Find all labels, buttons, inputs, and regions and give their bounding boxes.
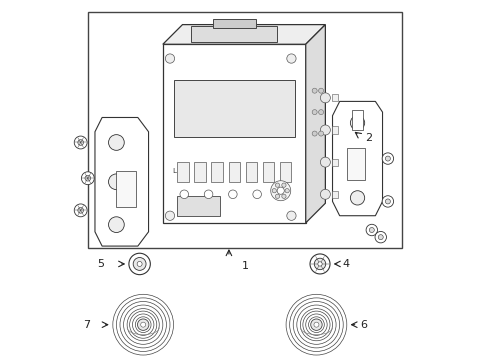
Circle shape [382, 153, 393, 164]
Circle shape [312, 88, 317, 93]
Text: 3: 3 [123, 184, 130, 194]
Circle shape [133, 257, 146, 270]
Bar [192, 26, 277, 42]
Bar [194, 162, 206, 182]
Circle shape [314, 258, 326, 270]
Circle shape [282, 194, 286, 198]
Polygon shape [95, 117, 148, 246]
Bar [213, 19, 256, 28]
Polygon shape [333, 102, 383, 216]
Circle shape [228, 190, 237, 199]
Circle shape [253, 190, 262, 199]
Bar [211, 162, 223, 182]
Circle shape [318, 131, 323, 136]
Text: 4: 4 [342, 259, 349, 269]
Circle shape [74, 136, 87, 149]
Bar [280, 162, 292, 182]
Circle shape [109, 217, 124, 233]
Circle shape [180, 190, 189, 199]
Circle shape [277, 190, 286, 199]
Bar [352, 111, 363, 130]
Circle shape [386, 199, 391, 204]
Circle shape [312, 110, 317, 114]
Text: 7: 7 [84, 320, 91, 330]
Bar [228, 162, 240, 182]
Text: 2: 2 [365, 133, 372, 143]
Bar [332, 191, 338, 198]
Circle shape [318, 110, 323, 114]
Circle shape [366, 224, 377, 236]
Bar [332, 158, 338, 166]
Bar [177, 162, 189, 182]
Circle shape [109, 135, 124, 150]
Bar [263, 162, 274, 182]
Circle shape [350, 191, 365, 205]
Circle shape [311, 319, 322, 330]
Circle shape [165, 211, 174, 220]
Circle shape [78, 140, 83, 145]
Circle shape [78, 207, 83, 213]
Circle shape [386, 156, 391, 161]
Bar [332, 126, 338, 134]
Circle shape [277, 187, 284, 194]
Circle shape [310, 254, 330, 274]
Bar [163, 44, 306, 223]
Circle shape [275, 194, 280, 198]
Circle shape [74, 204, 87, 217]
Circle shape [272, 189, 276, 193]
Text: 1: 1 [242, 261, 248, 271]
Circle shape [312, 131, 317, 136]
Circle shape [270, 181, 291, 201]
Bar [332, 94, 338, 102]
Circle shape [318, 88, 323, 93]
Circle shape [318, 262, 322, 266]
Circle shape [109, 174, 124, 190]
Circle shape [320, 93, 330, 103]
Bar [173, 80, 295, 137]
Bar [117, 171, 136, 207]
Circle shape [141, 322, 146, 327]
Circle shape [287, 54, 296, 63]
Circle shape [285, 189, 289, 193]
Circle shape [85, 175, 91, 181]
Circle shape [350, 152, 365, 166]
Circle shape [378, 235, 383, 240]
Circle shape [320, 157, 330, 167]
Circle shape [350, 116, 365, 130]
Circle shape [382, 196, 393, 207]
Text: 5: 5 [97, 259, 104, 269]
Circle shape [138, 319, 149, 330]
Circle shape [369, 228, 374, 233]
Circle shape [287, 211, 296, 220]
Text: L: L [172, 168, 176, 174]
Circle shape [375, 231, 387, 243]
Circle shape [81, 172, 94, 185]
Circle shape [165, 54, 174, 63]
Bar [245, 162, 257, 182]
Polygon shape [306, 24, 325, 223]
Bar [88, 12, 402, 248]
Circle shape [137, 261, 142, 266]
Circle shape [314, 322, 319, 327]
Circle shape [129, 253, 150, 275]
Circle shape [204, 190, 213, 199]
Bar [347, 148, 365, 180]
Polygon shape [163, 24, 325, 44]
Circle shape [320, 125, 330, 135]
Circle shape [282, 183, 286, 187]
Circle shape [320, 189, 330, 199]
Circle shape [275, 183, 280, 187]
Bar [177, 196, 220, 216]
Text: 6: 6 [360, 320, 368, 330]
